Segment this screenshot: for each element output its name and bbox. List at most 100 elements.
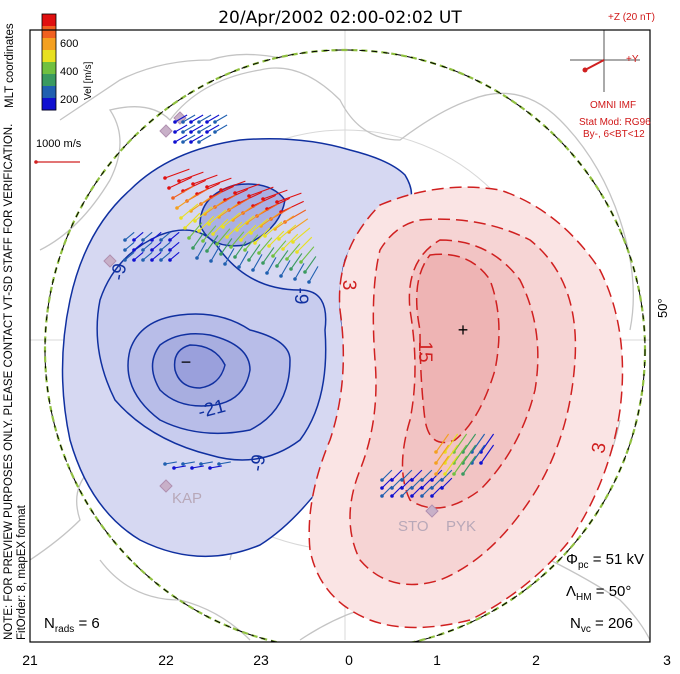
velocity-vectors [123, 114, 495, 498]
velocity-vector [164, 168, 190, 179]
imf-source-label: OMNI IMF [590, 100, 637, 111]
velocity-vector [232, 206, 253, 221]
velocity-vector-origin [173, 140, 177, 144]
velocity-vector-origin [267, 244, 271, 248]
velocity-vector [192, 232, 205, 249]
velocity-vector-origin [295, 250, 299, 254]
velocity-vector [191, 465, 204, 469]
velocity-vector [220, 238, 233, 255]
velocity-vector [238, 251, 249, 268]
velocity-vector [274, 215, 295, 230]
velocity-vector-origin [452, 472, 456, 476]
velocity-vector-origin [390, 494, 394, 498]
velocity-vector [124, 251, 135, 261]
velocity-vector [435, 455, 450, 475]
velocity-vector [264, 221, 283, 237]
velocity-vector-origin [247, 194, 251, 198]
contour-label-neg9-top: -9 [290, 287, 311, 305]
velocity-vector [218, 203, 239, 218]
velocity-vector [308, 266, 319, 283]
velocity-vector [176, 194, 197, 209]
velocity-vector-origin [211, 232, 215, 236]
velocity-vector-origin [223, 262, 227, 266]
velocity-vector [198, 215, 215, 232]
velocity-vector [200, 461, 213, 465]
velocity-vector [190, 114, 204, 123]
velocity-vector [288, 218, 309, 233]
velocity-vector [206, 124, 220, 133]
radar-count: Nrads = 6 [44, 615, 100, 635]
velocity-vector [190, 124, 204, 133]
mlt-label-22: 22 [158, 652, 174, 668]
velocity-vector [182, 134, 196, 143]
velocity-vector [260, 212, 281, 227]
potential-minimum-marker: − [181, 352, 192, 372]
velocity-vector [276, 192, 302, 203]
velocity-vector [216, 228, 231, 245]
positive-potential-cell [308, 186, 624, 629]
velocity-vector [206, 114, 220, 123]
velocity-vector-origin [123, 258, 127, 262]
velocity-vector [471, 433, 486, 453]
velocity-vector [411, 477, 423, 489]
velocity-vector [381, 469, 393, 481]
velocity-vector [244, 234, 259, 251]
velocity-vector [462, 455, 477, 475]
site-label-sto: STO [398, 518, 429, 535]
velocity-vector-origin [434, 450, 438, 454]
negative-potential-cell [61, 138, 413, 558]
velocity-vector [480, 444, 495, 464]
latitude-label: 50° [655, 298, 670, 318]
velocity-vector-origin [243, 248, 247, 252]
velocity-vector [401, 469, 413, 481]
velocity-vector [471, 444, 486, 464]
velocity-vector-origin [239, 238, 243, 242]
velocity-vector-origin [189, 130, 193, 134]
velocity-vector [453, 444, 468, 464]
velocity-vector-origin [410, 494, 414, 498]
velocity-vector-origin [123, 238, 127, 242]
velocity-vector [172, 185, 195, 199]
velocity-vector [133, 241, 144, 251]
velocity-vector-origin [285, 257, 289, 261]
velocity-vector-origin [307, 280, 311, 284]
contour-label-3-left: 3 [338, 279, 359, 291]
velocity-vector-origin [400, 494, 404, 498]
velocity-vector-origin [197, 229, 201, 233]
velocity-vector-origin [175, 206, 179, 210]
velocity-vector-origin [197, 120, 201, 124]
velocity-vector [169, 241, 180, 251]
velocity-vector-origin [168, 248, 172, 252]
velocity-vector [296, 236, 313, 253]
velocity-vector [124, 241, 135, 251]
velocity-vector [204, 200, 225, 215]
velocity-vector-origin [191, 246, 195, 250]
velocity-vector-origin [171, 196, 175, 200]
velocity-vector [133, 231, 144, 241]
velocity-vector-origin [181, 462, 185, 466]
velocity-vector [254, 227, 271, 244]
velocity-vector-origin [434, 472, 438, 476]
velocity-vector [194, 206, 213, 222]
velocity-vector [198, 124, 212, 133]
velocity-vector-origin [167, 186, 171, 190]
velocity-vector [278, 224, 297, 240]
velocity-vector [206, 177, 232, 188]
coordinates-label: MLT coordinates [4, 23, 16, 108]
velocity-vector [462, 444, 477, 464]
velocity-vector [282, 233, 299, 250]
velocity-vector [401, 485, 413, 497]
velocity-vector-origin [195, 256, 199, 260]
velocity-vector [224, 248, 235, 265]
velocity-vector [198, 114, 212, 123]
velocity-vector [421, 469, 433, 481]
velocity-vector-origin [150, 248, 154, 252]
velocity-vector [441, 469, 453, 481]
mlt-label-2: 2 [532, 652, 540, 668]
vector-scale-label: 1000 m/s [36, 138, 82, 150]
velocity-vector-origin [430, 494, 434, 498]
velocity-vector-origin [132, 238, 136, 242]
velocity-vector [266, 257, 277, 274]
velocity-vector [173, 465, 186, 469]
velocity-vector [182, 124, 196, 133]
